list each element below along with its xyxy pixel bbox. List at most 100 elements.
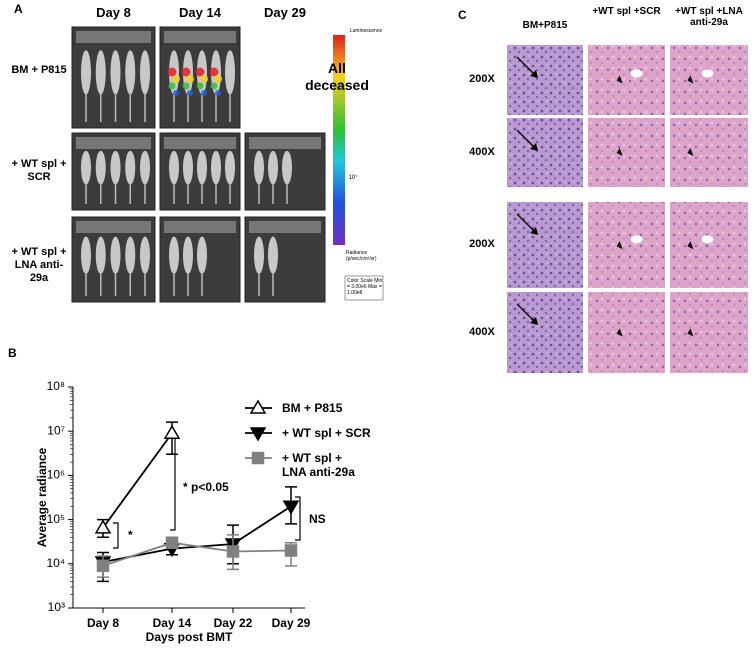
column-header: Day 14 [179,5,221,20]
mouse [95,236,106,274]
signal [172,75,180,83]
y-axis-title: Average radiance [35,447,49,547]
row-label: BM + P815 [11,63,67,76]
panel-label: B [8,346,17,360]
signal [168,82,176,90]
x-tick-label: Day 29 [272,616,311,630]
mouse [95,150,106,185]
imaging-stage [76,221,151,233]
arrowhead [687,147,694,156]
y-tick-label: 10³ [48,600,65,614]
mouse [125,50,136,95]
column-header: +WT spl +LNA anti-29a [675,6,743,28]
vessel [701,69,714,78]
mouse [183,150,193,185]
histology-image [670,45,748,115]
colorbar-title: Luminescence [349,28,383,34]
signal [186,75,194,83]
mouse [225,50,235,95]
data-point [163,424,181,439]
histology-image [670,202,748,288]
arrowhead [616,328,623,337]
mouse [254,236,264,274]
mouse [81,236,91,274]
signal [187,90,193,96]
mouse [110,236,121,274]
mouse [140,50,150,95]
imaging-stage [164,137,236,149]
legend-marker [249,427,267,442]
x-tick-label: Day 14 [153,616,192,630]
data-point [282,500,300,515]
histology-image [588,292,665,373]
data-point [94,519,112,534]
mouse [225,150,235,185]
column-header: +WT spl +SCR [592,6,661,17]
row-label: 400X [469,325,495,338]
legend-marker [249,399,267,414]
histology-image [507,118,583,187]
imaging-stage [249,137,321,149]
arrowhead [687,75,694,84]
arrowhead [616,75,623,84]
column-header: BM+P815 [522,20,568,31]
mouse [81,150,91,185]
mouse [110,50,121,95]
mouse [211,150,221,185]
vessel [630,69,643,78]
mouse [125,150,136,185]
y-tick-label: 10⁷ [47,423,65,437]
vessel [630,235,643,244]
histology-image [670,118,748,187]
mouse [140,236,150,274]
column-header: Day 29 [264,5,306,20]
legend-marker [251,451,265,465]
arrowhead [530,143,538,151]
data-point [284,544,298,557]
arrowhead [687,241,694,250]
series-line [102,432,173,529]
signal [182,82,190,90]
legend-label: BM + P815 [282,401,343,415]
panel-label: A [14,2,23,16]
mouse [169,236,179,274]
histology-image [507,292,583,373]
imaging-stage [164,221,236,233]
vessel [701,235,714,244]
signal [209,67,219,77]
colorbar-tick: 10⁷ [348,175,358,181]
imaging-stage [76,137,151,149]
mouse [197,150,207,185]
mouse [268,236,278,274]
mouse [125,236,136,274]
mouse [254,150,264,185]
annotation: NS [309,512,326,526]
significance-bracket [113,522,119,549]
histology-image [588,202,665,288]
annotation: * p<0.05 [183,480,229,494]
histology-image [588,45,665,115]
mouse [169,150,179,185]
colorbar-unit: Radiance (p/sec/cm²/sr) [346,250,377,262]
histology-image [670,292,748,373]
mouse [95,50,106,95]
mouse [197,236,207,274]
signal [210,82,218,90]
color-scale-box [344,275,384,301]
y-tick-label: 10⁸ [47,379,65,393]
arrowhead [616,147,623,156]
panel-label: C [458,8,467,22]
arrow [516,56,536,76]
signal [201,90,207,96]
x-tick-label: Day 8 [87,616,119,630]
row-label: + WT spl + LNA anti-29a [11,245,67,284]
legend-label: + WT spl + SCR [282,426,371,440]
histology-image [588,118,665,187]
row-label: 200X [469,73,495,85]
legend-label: + WT spl + LNA anti-29a [282,451,355,479]
signal [215,90,221,96]
data-point [96,559,110,573]
y-tick-label: 10⁴ [46,556,65,570]
